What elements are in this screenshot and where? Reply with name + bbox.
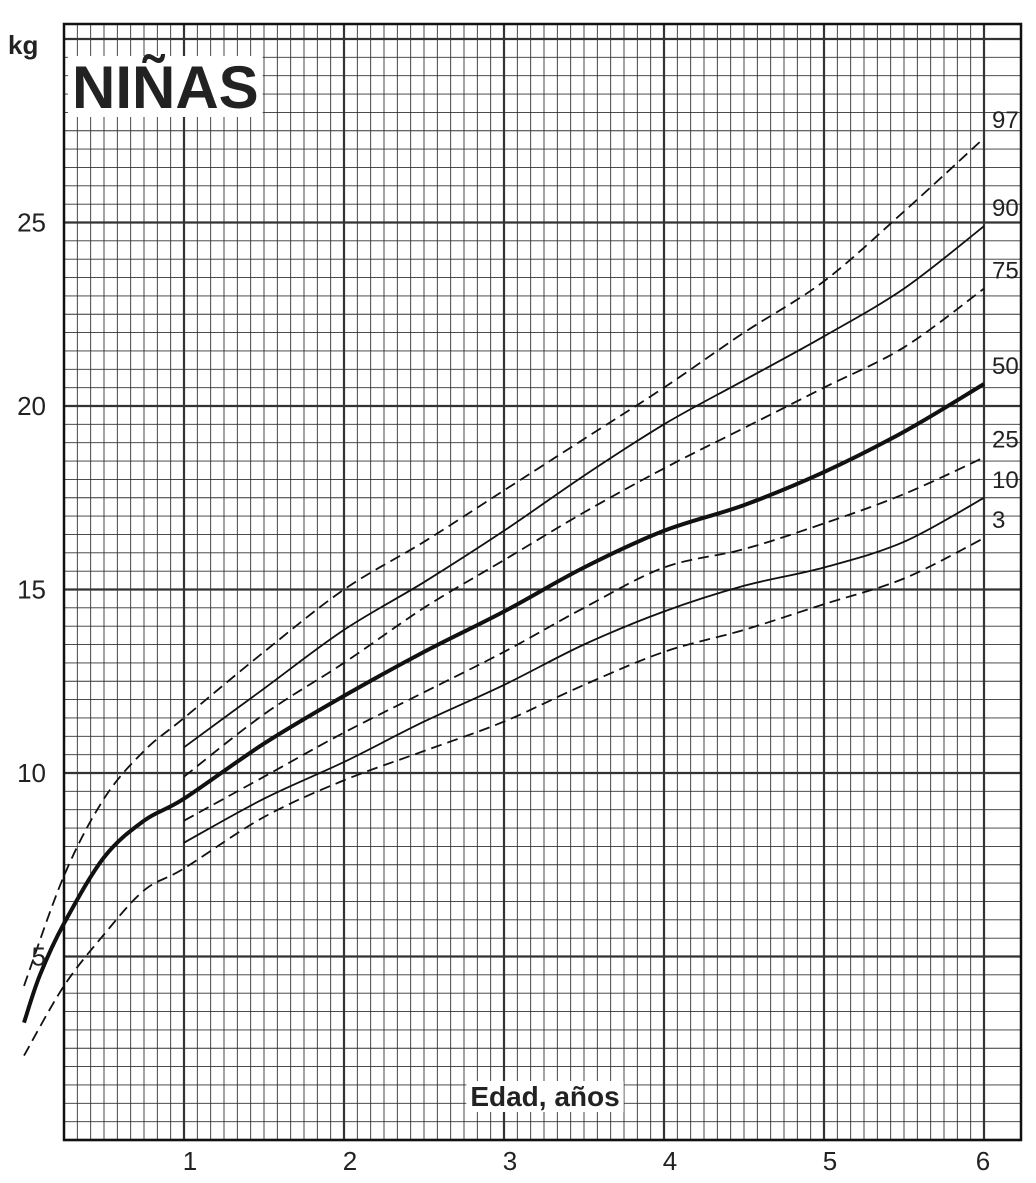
series-line-p50 xyxy=(22,382,986,1024)
minor-grid xyxy=(63,24,1021,1140)
series-label-p25: 25 xyxy=(992,426,1019,453)
series-line-p90 xyxy=(183,225,985,749)
y-tick-label: 25 xyxy=(17,208,46,238)
major-grid xyxy=(64,24,1021,1142)
x-tick-label: 2 xyxy=(343,1146,357,1176)
x-tick-label: 3 xyxy=(503,1146,517,1176)
series-label-p10: 10 xyxy=(992,467,1019,494)
y-tick-labels: 5 10 15 20 25 xyxy=(17,208,46,972)
series-label-p97: 97 xyxy=(992,107,1019,134)
series-line-p25 xyxy=(183,456,985,822)
x-tick-label: 5 xyxy=(823,1146,837,1176)
series-label-p50: 50 xyxy=(992,353,1019,380)
chart-title: NIÑAS xyxy=(72,54,259,121)
x-axis-label: Edad, años xyxy=(470,1081,619,1112)
x-tick-label: 4 xyxy=(663,1146,677,1176)
series-line-p97 xyxy=(23,137,985,987)
series-label-p3: 3 xyxy=(992,507,1005,534)
x-tick-label: 6 xyxy=(976,1146,990,1176)
series-label-p90: 90 xyxy=(992,195,1019,222)
series-layer xyxy=(22,137,986,1057)
series-line-p75 xyxy=(183,287,985,778)
x-axis-label-background xyxy=(466,1081,624,1112)
x-tick-labels: 1 2 3 4 5 6 xyxy=(183,1146,990,1176)
percentile-labels: 97 90 75 50 25 10 3 xyxy=(992,107,1019,534)
title-background xyxy=(68,56,263,117)
series-line-p10 xyxy=(183,497,985,844)
y-tick-label: 20 xyxy=(17,391,46,421)
x-tick-label: 1 xyxy=(183,1146,197,1176)
y-tick-label: 5 xyxy=(32,942,46,972)
y-tick-label: 10 xyxy=(17,758,46,788)
y-tick-label: 15 xyxy=(17,575,46,605)
series-line-p3 xyxy=(23,537,985,1057)
series-label-p75: 75 xyxy=(992,258,1019,285)
plot-frame xyxy=(62,22,1023,1142)
y-axis-unit-label: kg xyxy=(8,30,38,60)
